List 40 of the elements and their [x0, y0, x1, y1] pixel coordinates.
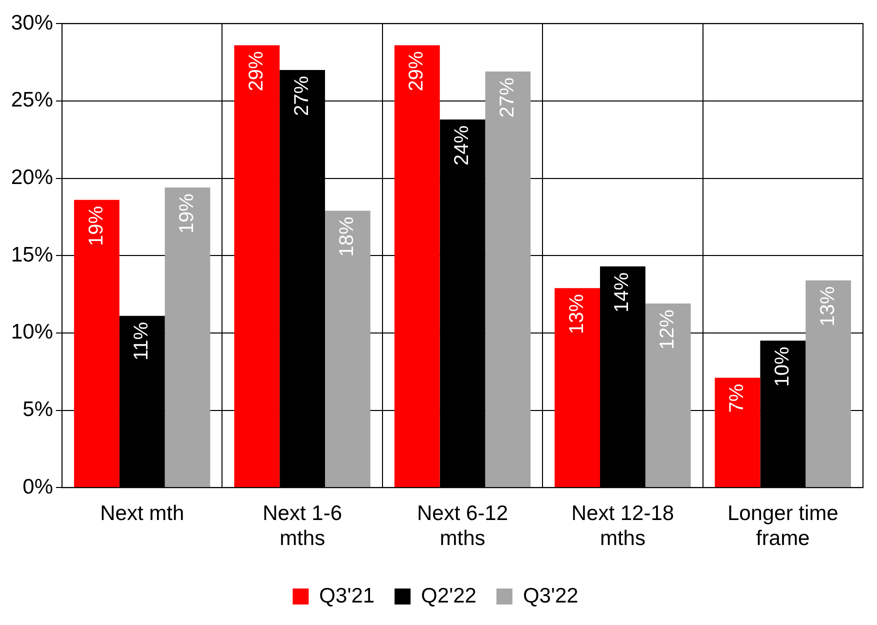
y-tick-label: 25% — [11, 88, 54, 112]
bar — [485, 72, 531, 488]
data-label: 14% — [611, 272, 634, 312]
bar — [806, 280, 851, 488]
data-label: 27% — [496, 77, 518, 118]
legend-label: Q2'22 — [421, 584, 476, 608]
y-tick-label: 0% — [22, 475, 54, 498]
bar — [394, 45, 440, 488]
x-tick-label: Next 1-6 mths — [262, 502, 342, 550]
data-label: 12% — [656, 309, 679, 350]
bar — [234, 45, 280, 488]
bar — [74, 200, 120, 488]
data-label: 29% — [406, 51, 428, 92]
data-label: 10% — [771, 346, 794, 387]
bar — [164, 188, 210, 488]
data-label: 18% — [336, 216, 358, 257]
x-tick-label: Next 12-18 mths — [571, 502, 674, 550]
data-label: 13% — [566, 294, 588, 334]
data-label: 24% — [451, 125, 474, 166]
y-tick-label: 5% — [22, 398, 54, 422]
y-tick-label: 10% — [11, 320, 54, 344]
data-label: 7% — [726, 384, 748, 413]
y-tick-label: 15% — [11, 243, 54, 266]
bar — [645, 304, 691, 488]
data-label: 27% — [290, 76, 313, 116]
data-label: 19% — [85, 206, 108, 246]
bar — [325, 210, 370, 488]
y-tick-label: 30% — [11, 11, 54, 34]
data-label: 11% — [130, 322, 153, 360]
legend-label: Q3'21 — [319, 584, 375, 608]
data-label: 29% — [245, 51, 268, 92]
data-label: 19% — [176, 193, 198, 234]
legend-label: Q3'22 — [522, 584, 578, 608]
bar — [714, 378, 760, 488]
x-tick-label: Longer time frame — [727, 502, 838, 550]
x-tick-label: Next mth — [100, 502, 184, 525]
y-tick-label: 20% — [11, 166, 54, 190]
bar — [554, 288, 600, 488]
data-label: 13% — [816, 286, 839, 326]
x-tick-label: Next 6-12 mths — [416, 502, 508, 550]
